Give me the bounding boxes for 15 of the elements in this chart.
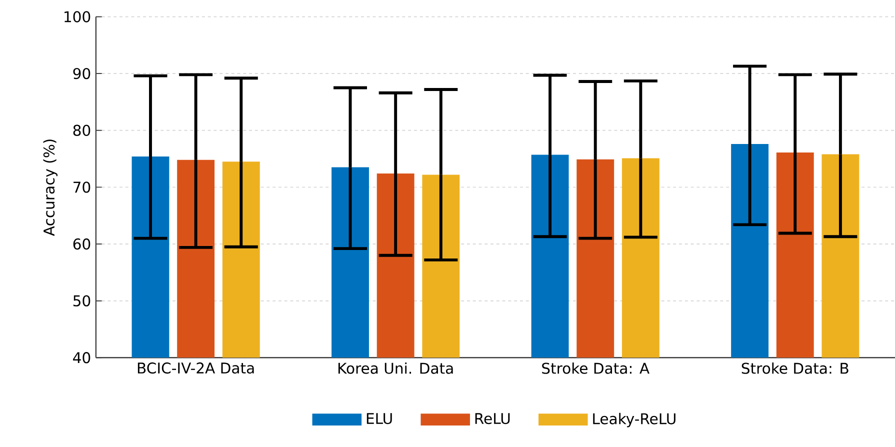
x-tick-label: Stroke Data: B bbox=[742, 362, 848, 374]
y-tick-label: 70 bbox=[74, 181, 90, 193]
x-tick-label: Korea Uni. Data bbox=[338, 362, 453, 374]
y-tick-label: 80 bbox=[73, 124, 90, 136]
y-tick-label: 40 bbox=[73, 352, 90, 364]
y-tick-label: 90 bbox=[73, 68, 90, 79]
x-tick-label: Stroke Data: A bbox=[542, 362, 650, 374]
y-tick-label: 100 bbox=[64, 10, 90, 22]
legend-label: Leaky-ReLU bbox=[593, 412, 676, 428]
legend-label: ELU bbox=[366, 412, 392, 424]
y-axis-title: Accuracy (%) bbox=[43, 139, 58, 236]
x-tick-label: BCIC-IV-2A Data bbox=[138, 362, 254, 374]
legend-label: ReLU bbox=[475, 412, 510, 424]
y-tick-label: 60 bbox=[73, 238, 90, 250]
y-tick-label: 50 bbox=[73, 295, 90, 306]
